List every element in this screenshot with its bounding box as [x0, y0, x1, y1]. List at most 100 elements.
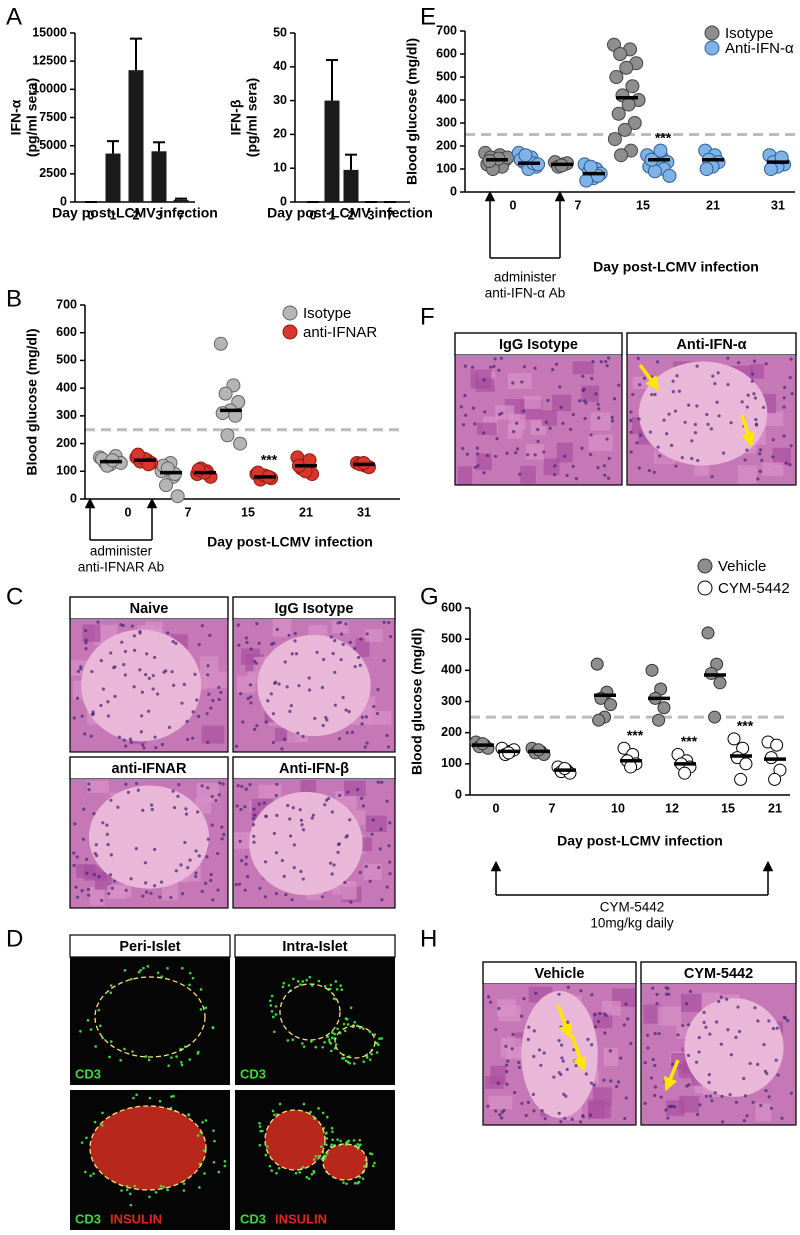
nucleus	[505, 1070, 509, 1074]
nucleus	[246, 696, 250, 701]
nucleus	[709, 427, 713, 431]
nucleus	[206, 837, 210, 841]
acinar-cell	[603, 1047, 618, 1067]
nucleus	[606, 476, 611, 480]
acinar-cell	[543, 458, 560, 476]
nucleus	[107, 892, 111, 896]
nucleus	[686, 1023, 691, 1027]
cd3-cell	[320, 1145, 323, 1148]
nucleus	[337, 842, 342, 846]
cd3-cell	[93, 1120, 97, 1124]
cd3-cell	[356, 1024, 359, 1028]
image-frame	[640, 961, 797, 1126]
nucleus	[243, 805, 247, 809]
nucleus	[141, 894, 145, 898]
nucleus	[655, 360, 660, 364]
nucleus	[544, 420, 548, 424]
nucleus	[657, 1032, 661, 1036]
nucleus	[128, 737, 133, 741]
nucleus	[495, 437, 499, 441]
acinar-cell	[476, 453, 492, 471]
nucleus	[153, 847, 157, 852]
nucleus	[708, 1094, 713, 1098]
cd3-cell	[346, 1023, 350, 1026]
nucleus	[280, 747, 284, 751]
nucleus	[296, 731, 300, 735]
nucleus	[590, 376, 594, 381]
y-tick-label: 300	[56, 408, 77, 422]
cd3-cell	[336, 1138, 339, 1141]
data-point	[653, 143, 668, 158]
cd3-cell	[187, 1114, 191, 1117]
nucleus	[101, 821, 105, 825]
image-frame	[69, 756, 229, 909]
nucleus	[789, 1091, 793, 1095]
nucleus	[637, 466, 641, 470]
nucleus	[255, 622, 259, 626]
nucleus	[694, 1060, 699, 1064]
nucleus	[251, 823, 256, 827]
cd3-cell	[156, 971, 160, 975]
nucleus	[553, 464, 557, 468]
nucleus	[208, 633, 212, 637]
nucleus	[548, 426, 552, 430]
nucleus	[210, 823, 214, 827]
nucleus	[274, 793, 279, 798]
nucleus	[693, 431, 698, 435]
acinar-cell	[552, 394, 572, 412]
nucleus	[151, 673, 155, 678]
cd3-cell	[317, 979, 321, 983]
nucleus	[532, 1029, 536, 1033]
nucleus	[756, 477, 760, 481]
nucleus	[307, 676, 311, 680]
nucleus	[245, 640, 249, 645]
nucleus	[368, 879, 372, 883]
nucleus	[562, 1092, 566, 1096]
nucleus	[664, 1108, 668, 1112]
nucleus	[684, 1002, 689, 1006]
nucleus	[680, 456, 684, 460]
cd3-cell	[326, 1035, 329, 1039]
nucleus	[170, 670, 174, 674]
nucleus	[629, 1041, 633, 1046]
nucleus	[761, 405, 766, 410]
nucleus	[629, 430, 633, 434]
nucleus	[532, 1109, 536, 1113]
nucleus	[109, 853, 113, 857]
cd3-cell	[302, 1102, 306, 1106]
nucleus	[594, 392, 598, 396]
nucleus	[132, 648, 137, 652]
cd3-cell	[170, 1056, 173, 1059]
nucleus	[275, 627, 279, 631]
nucleus	[288, 817, 292, 821]
cd3-cell	[188, 1058, 192, 1061]
nucleus	[206, 664, 210, 668]
nucleus	[511, 1032, 515, 1037]
nucleus	[79, 665, 83, 669]
x-tick-label: 7	[178, 208, 185, 222]
nucleus	[243, 888, 247, 892]
nucleus	[385, 733, 389, 738]
cd3-cell	[362, 1060, 366, 1064]
nucleus	[75, 855, 79, 859]
nucleus	[676, 1033, 680, 1037]
nucleus	[673, 1105, 677, 1109]
nucleus	[463, 364, 467, 368]
nucleus	[191, 710, 195, 714]
nucleus	[389, 634, 393, 639]
nucleus	[659, 1095, 663, 1099]
nucleus	[166, 631, 170, 635]
islet-outline	[322, 1143, 368, 1181]
nucleus	[552, 1075, 556, 1079]
nucleus	[764, 1088, 768, 1093]
cd3-cell	[133, 1184, 137, 1188]
nucleus	[299, 869, 303, 874]
nucleus	[338, 620, 342, 624]
nucleus	[176, 794, 180, 798]
nucleus	[353, 646, 357, 651]
nucleus	[531, 1092, 535, 1096]
nucleus	[607, 356, 611, 360]
image-title: Naive	[130, 601, 169, 617]
significance: ***	[655, 129, 672, 145]
nucleus	[599, 360, 603, 364]
